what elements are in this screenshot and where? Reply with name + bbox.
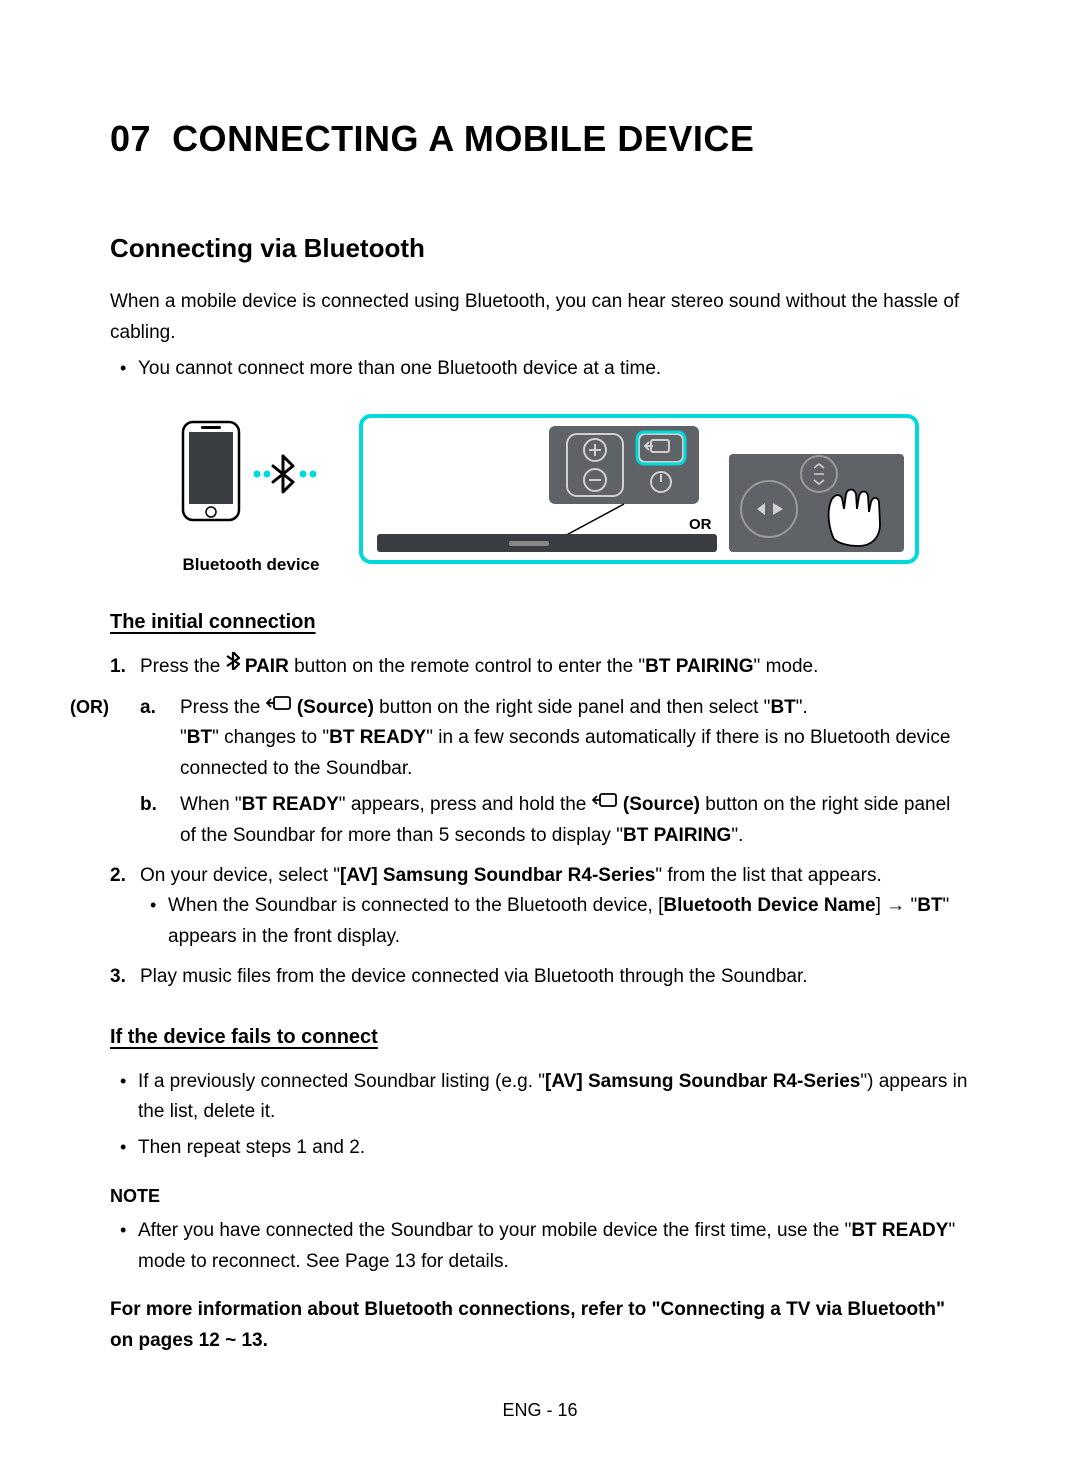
note-heading: NOTE — [110, 1182, 970, 1211]
bluetooth-icon — [226, 650, 240, 680]
chapter-heading: 07 CONNECTING A MOBILE DEVICE — [110, 110, 970, 168]
note-list: After you have connected the Soundbar to… — [110, 1216, 970, 1277]
chapter-title: CONNECTING A MOBILE DEVICE — [172, 118, 754, 159]
step-1: 1. Press the PAIR button on the remote c… — [140, 652, 970, 851]
page-footer: ENG - 16 — [110, 1396, 970, 1425]
initial-connection-heading: The initial connection — [110, 606, 970, 638]
source-icon — [266, 691, 292, 721]
step-2-bullet: When the Soundbar is connected to the Bl… — [168, 891, 970, 952]
fails-heading: If the device fails to connect — [110, 1021, 970, 1053]
fails-list: If a previously connected Soundbar listi… — [110, 1067, 970, 1164]
more-info: For more information about Bluetooth con… — [110, 1295, 970, 1356]
chapter-number: 07 — [110, 118, 151, 159]
section-heading: Connecting via Bluetooth — [110, 228, 970, 270]
step-1a: (OR) a. Press the (Source) button on the… — [140, 693, 970, 784]
fails-bullet-1: If a previously connected Soundbar listi… — [138, 1067, 970, 1128]
soundbar-illustration: OR — [359, 414, 919, 564]
phone-bluetooth-illustration — [161, 414, 341, 534]
diagram-left: Bluetooth device — [161, 414, 341, 578]
step-1b: b. When "BT READY" appears, press and ho… — [140, 790, 970, 851]
diagram-row: Bluetooth device — [110, 414, 970, 578]
fails-bullet-2: Then repeat steps 1 and 2. — [138, 1133, 970, 1163]
note-bullet: After you have connected the Soundbar to… — [138, 1216, 970, 1277]
step-3: 3. Play music files from the device conn… — [140, 962, 970, 992]
step-2: 2. On your device, select "[AV] Samsung … — [140, 861, 970, 952]
steps-list: 1. Press the PAIR button on the remote c… — [110, 652, 970, 993]
intro-text: When a mobile device is connected using … — [110, 287, 970, 348]
or-label: OR — [689, 516, 712, 533]
diagram-caption-left: Bluetooth device — [161, 551, 341, 578]
intro-bullet: You cannot connect more than one Bluetoo… — [138, 354, 970, 384]
source-icon — [592, 788, 618, 818]
diagram-right: OR — [359, 414, 919, 574]
